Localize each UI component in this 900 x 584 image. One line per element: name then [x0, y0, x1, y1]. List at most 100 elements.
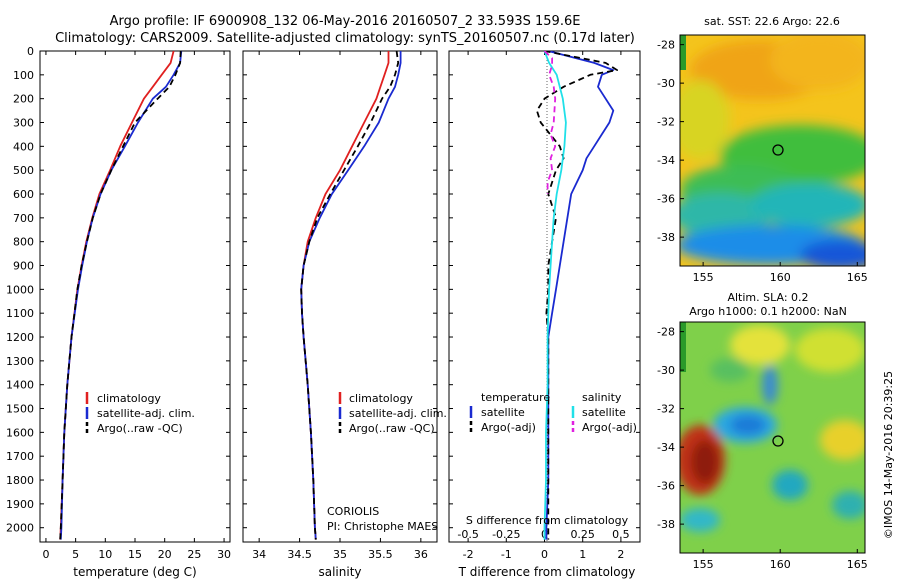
x-tick-label: 36	[414, 548, 428, 561]
temperature-lines	[59, 51, 183, 540]
x-tick-label: -2	[463, 548, 474, 561]
sla-map-title-line2: Argo h1000: 0.1 h2000: NaN	[689, 305, 847, 318]
lat-tick-label: -28	[657, 326, 675, 339]
sla-field	[680, 322, 865, 553]
legend-climatology-label: climatology	[97, 392, 161, 405]
sst-map: sat. SST: 22.6 Argo: 22.6 155 160 165 -28 -3…	[657, 15, 868, 284]
lon-tick-label: 165	[847, 558, 868, 571]
t-difference-axis-label: T difference from climatology	[458, 565, 636, 579]
temperature-x-axis: 0 5 10 15 20 25 30	[42, 51, 231, 561]
difference-legend: temperature salinity satellite Argo(-adj…	[469, 391, 637, 434]
x-tick-label: 5	[72, 548, 79, 561]
depth-tick-label: 100	[13, 69, 34, 82]
temperature-panel: 0100200300400500600700800900100011001200…	[6, 45, 640, 579]
legend-climatology-label: climatology	[349, 392, 413, 405]
salinity-axes-box	[242, 50, 438, 543]
x-tick-label: 10	[98, 548, 112, 561]
depth-tick-label: 1100	[6, 307, 34, 320]
lat-tick-label: -28	[657, 39, 675, 52]
lat-tick-label: -32	[657, 116, 675, 129]
temperature-axes-box	[39, 50, 231, 543]
sst-map-title: sat. SST: 22.6 Argo: 22.6	[704, 15, 840, 28]
depth-axis: 0 100 200 300 400 500 600 700 800 900 1000 1100 1200…	[6, 45, 640, 535]
salinity-legend: climatology satellite-adj. clim. Argo(..…	[338, 392, 447, 435]
sst-map-axes: 155 160 165 -28 -30 -32 -34 -36 -38	[657, 39, 868, 284]
x-tick-label: 35.5	[368, 548, 393, 561]
sst-field	[680, 35, 865, 266]
legend-argo-label: Argo(..raw -QC)	[349, 422, 435, 435]
legend-temp-satellite-label: satellite	[481, 406, 525, 419]
s-tick-label: 0.5	[612, 528, 630, 541]
salinity-axis-label: salinity	[318, 565, 361, 579]
depth-tick-label: 1300	[6, 355, 34, 368]
figure-title-line2: Climatology: CARS2009. Satellite-adjuste…	[55, 31, 635, 46]
depth-tick-label: 900	[13, 260, 34, 273]
s-tick-label: -0.25	[492, 528, 520, 541]
depth-tick-label: 800	[13, 236, 34, 249]
lon-tick-label: 160	[770, 558, 791, 571]
lat-tick-label: -38	[657, 518, 675, 531]
depth-tick-label: 1800	[6, 474, 34, 487]
lat-tick-label: -36	[657, 193, 675, 206]
salinity-lines	[300, 51, 402, 540]
sla-map-frame	[679, 321, 866, 554]
difference-lines	[536, 51, 618, 540]
depth-tick-label: 1400	[6, 379, 34, 392]
legend-temp-argo-label: Argo(-adj)	[481, 421, 536, 434]
series-line-climatology	[300, 51, 390, 540]
series-line-temperature-satellite	[545, 51, 615, 540]
difference-x-axis: -2 -1 0 1 2-0.5 -0.25 0 0.25 0.5	[457, 51, 630, 561]
timestamp: ©IMOS 14-May-2016 20:39:25	[882, 371, 895, 539]
legend-satellite-label: satellite-adj. clim.	[97, 407, 195, 420]
credit-pi: PI: Christophe MAES	[327, 520, 438, 533]
sst-map-frame	[679, 34, 866, 267]
depth-tick-label: 400	[13, 140, 34, 153]
x-tick-label: 35	[333, 548, 347, 561]
credit-agency: CORIOLIS	[327, 505, 379, 518]
difference-panel: -2 -1 0 1 2-0.5 -0.25 0 0.25 0.5 S difference fr…	[448, 50, 641, 579]
sst-float-marker	[772, 144, 784, 156]
salinity-panel: 34 34.5 35 35.5 36 salinity climatology sate…	[242, 50, 447, 579]
lon-tick-label: 155	[693, 271, 714, 284]
depth-tick-label: 500	[13, 164, 34, 177]
depth-tick-label: 200	[13, 93, 34, 106]
depth-tick-label: 1700	[6, 450, 34, 463]
series-line-salinity-satellite	[543, 51, 567, 540]
difference-axes-box	[448, 50, 641, 543]
legend-temperature-header: temperature	[481, 391, 550, 404]
legend-argo-label: Argo(..raw -QC)	[97, 422, 183, 435]
depth-tick-label: 1600	[6, 426, 34, 439]
x-tick-label: 30	[217, 548, 231, 561]
x-tick-label: 2	[617, 548, 624, 561]
depth-tick-label: 1900	[6, 498, 34, 511]
legend-satellite-label: satellite-adj. clim.	[349, 407, 447, 420]
series-line-argo-raw-qc-	[59, 51, 182, 540]
depth-tick-label: 1200	[6, 331, 34, 344]
s-tick-label: -0.5	[457, 528, 478, 541]
lat-tick-label: -34	[657, 441, 675, 454]
temperature-legend: climatology satellite-adj. clim. Argo(..…	[85, 392, 195, 435]
series-line-satellite-adj-clim-	[59, 51, 183, 540]
series-line-salinity-argo-adj-	[543, 51, 557, 194]
legend-sal-satellite-label: satellite	[582, 406, 626, 419]
x-tick-label: 1	[579, 548, 586, 561]
depth-tick-label: 0	[27, 45, 34, 58]
s-tick-label: 0.25	[570, 528, 595, 541]
x-tick-label: 34	[252, 548, 266, 561]
series-line-satellite-adj-clim-	[300, 51, 402, 540]
temperature-axis-label: temperature (deg C)	[73, 565, 196, 579]
depth-tick-label: 300	[13, 117, 34, 130]
legend-salinity-header: salinity	[582, 391, 622, 404]
lat-tick-label: -38	[657, 231, 675, 244]
lat-tick-label: -36	[657, 480, 675, 493]
x-tick-label: 20	[158, 548, 172, 561]
series-line-argo-raw-qc-	[300, 51, 400, 540]
s-difference-axis-label: S difference from climatology	[466, 514, 629, 527]
depth-tick-label: 700	[13, 212, 34, 225]
sla-map-title-line1: Altim. SLA: 0.2	[727, 291, 808, 304]
x-tick-label: 0	[541, 548, 548, 561]
figure-title-line1: Argo profile: IF 6900908_132 06-May-2016…	[110, 14, 581, 29]
lon-tick-label: 155	[693, 558, 714, 571]
